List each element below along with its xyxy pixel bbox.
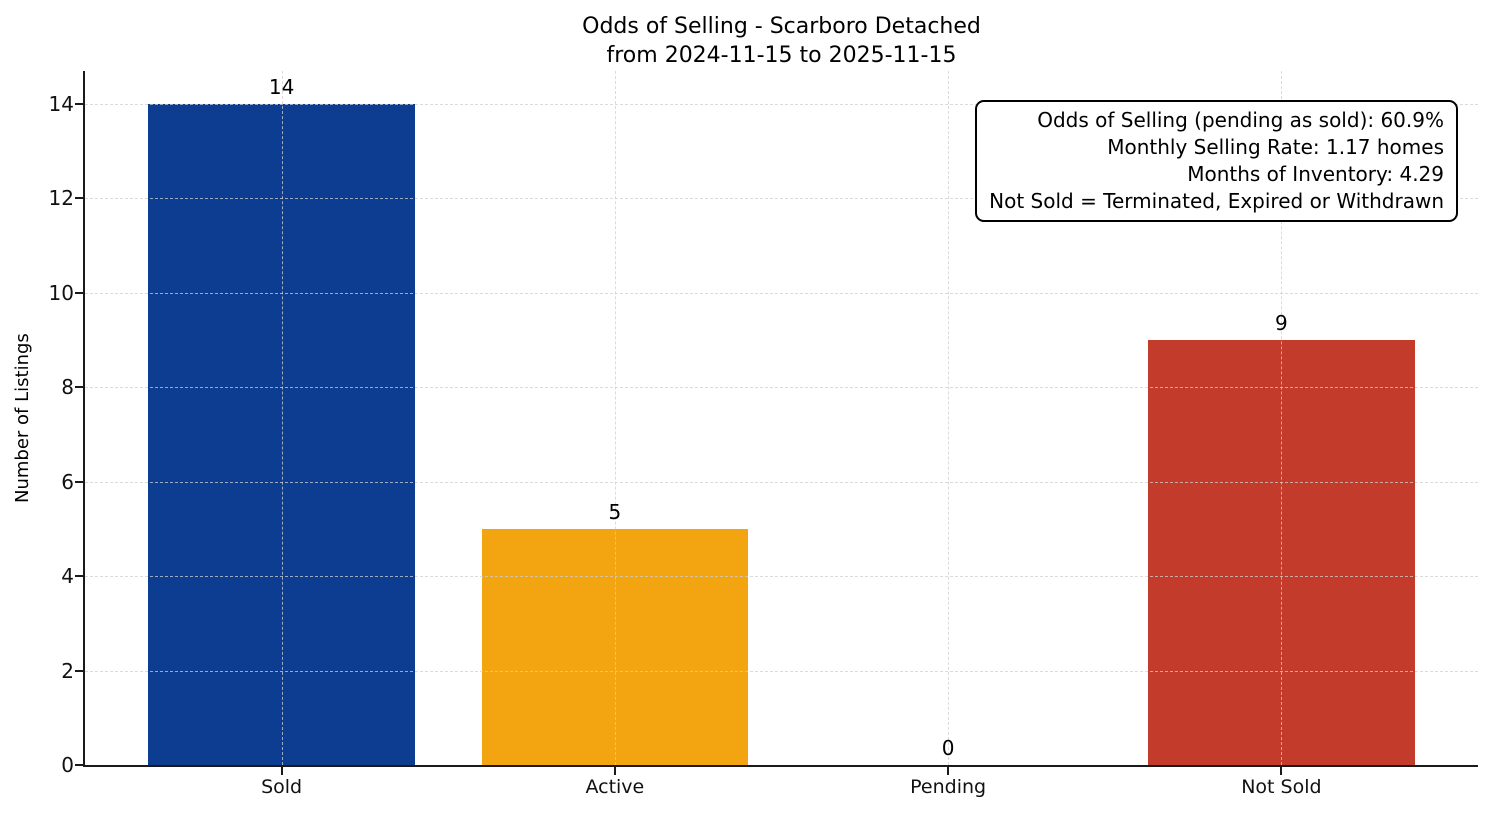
x-tick-mark [947,767,950,775]
annotation-line-not-sold-def: Not Sold = Terminated, Expired or Withdr… [989,189,1444,213]
stats-annotation-box: Odds of Selling (pending as sold): 60.9%… [975,100,1458,222]
y-tick-label: 8 [61,375,74,400]
v-gridline [1281,71,1283,765]
y-tick-mark [75,764,83,766]
y-tick-mark [75,103,83,106]
y-tick-mark [75,480,83,483]
y-tick-mark [75,386,83,389]
h-gridline [85,670,1478,672]
y-tick-label: 12 [48,186,74,211]
bar-value-label: 5 [608,499,622,524]
bar-value-label: 9 [1275,311,1288,336]
x-tick-mark [613,767,616,775]
x-tick-label: Not Sold [1241,776,1322,798]
v-gridline [281,71,283,765]
y-tick-mark [75,291,83,294]
annotation-line-odds: Odds of Selling (pending as sold): 60.9% [1037,108,1444,132]
x-tick-mark [280,767,283,775]
h-gridline [85,481,1478,483]
h-gridline [85,292,1478,294]
v-gridline [948,71,950,765]
y-tick-label: 0 [61,753,74,777]
h-gridline [85,576,1478,578]
chart-title-line1: Odds of Selling - Scarboro Detached [582,14,981,39]
y-tick-label: 10 [48,280,74,305]
x-tick-label: Sold [261,776,303,798]
y-tick-label: 14 [48,92,74,117]
h-gridline [85,387,1478,389]
v-gridline [614,71,616,765]
annotation-line-monthly-rate: Monthly Selling Rate: 1.17 homes [1107,135,1444,159]
y-tick-label: 2 [61,658,74,683]
x-tick-label: Active [585,776,645,798]
chart-title-line2: from 2024-11-15 to 2025-11-15 [606,43,957,68]
x-tick-mark [1280,767,1283,775]
y-tick-mark [75,669,83,672]
bar-value-label: 0 [941,736,955,760]
x-tick-label: Pending [910,776,987,798]
chart-title: Odds of Selling - Scarboro Detached from… [85,12,1478,70]
h-gridline [85,198,1478,200]
y-tick-label: 4 [61,564,74,589]
y-tick-mark [75,575,83,578]
annotation-line-inventory: Months of Inventory: 4.29 [1187,162,1444,186]
bar-value-label: 14 [268,75,295,100]
plot-area: 14 5 0 9 [85,71,1478,765]
y-axis-spine [83,71,85,767]
y-tick-label: 6 [61,469,74,494]
y-tick-mark [75,197,83,200]
h-gridline [85,104,1478,106]
x-axis-spine [83,765,1478,767]
